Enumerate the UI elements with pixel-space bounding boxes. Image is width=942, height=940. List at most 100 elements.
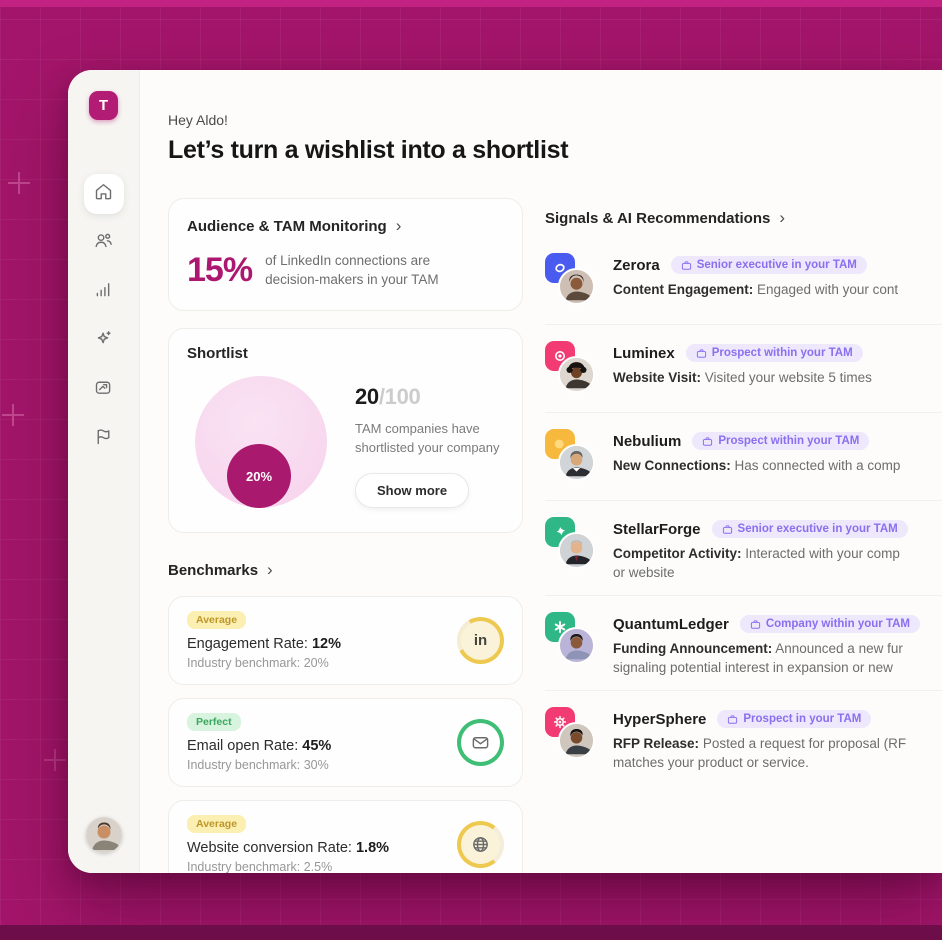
contact-avatar: [558, 356, 595, 393]
briefcase-icon: [722, 524, 732, 534]
signal-description: Competitor Activity: Interacted with you…: [613, 546, 900, 561]
briefcase-icon: [750, 619, 760, 629]
contact-avatar: [558, 722, 595, 759]
signal-description-line2: or website: [613, 565, 675, 580]
sidebar-item-analytics[interactable]: [84, 272, 124, 312]
user-avatar[interactable]: [85, 817, 122, 853]
envelope-icon: [457, 718, 504, 766]
sidebar-item-audience[interactable]: [84, 223, 124, 263]
main-content: Hey Aldo! Let’s turn a wishlist into a s…: [140, 70, 942, 873]
left-column: Audience & TAM Monitoring › 15% of Linke…: [168, 198, 523, 873]
chevron-right-icon: ›: [395, 216, 402, 235]
tam-stat-description: of LinkedIn connections are decision-mak…: [265, 253, 439, 287]
benchmark-card-email[interactable]: Perfect Email open Rate: 45% Industry be…: [168, 698, 523, 787]
status-badge: Average: [187, 611, 247, 629]
background-top-strip: [0, 0, 942, 7]
status-badge: Perfect: [187, 713, 241, 731]
status-badge: Average: [187, 815, 247, 833]
benchmark-card-engagement[interactable]: Average Engagement Rate: 12% Industry be…: [168, 596, 523, 685]
shortlist-card: Shortlist 20% 20/100 TAM companies have …: [168, 328, 523, 533]
signal-row-quantumledger[interactable]: QuantumLedger Company within your TAM Fu…: [545, 596, 942, 691]
home-icon: [93, 181, 114, 207]
benchmarks-title: Benchmarks: [168, 562, 259, 579]
dashboard-window: T: [68, 70, 942, 873]
sidebar-nav: [83, 174, 124, 459]
signal-tag: Senior executive in your TAM: [711, 520, 908, 538]
sidebar-item-flags[interactable]: [84, 419, 124, 459]
globe-icon: [457, 820, 504, 868]
flag-icon: [93, 426, 114, 452]
shortlist-title: Shortlist: [187, 345, 248, 362]
signal-description: Funding Announcement: Announced a new fu…: [613, 641, 903, 656]
signals-column: Signals & AI Recommendations ›: [545, 198, 942, 873]
app-logo: T: [89, 91, 118, 120]
users-icon: [93, 230, 114, 256]
briefcase-icon: [728, 714, 738, 724]
signal-description-line2: matches your product or service.: [613, 755, 809, 770]
company-name: Luminex: [613, 344, 675, 362]
signal-row-zerora[interactable]: Zerora Senior executive in your TAM Cont…: [545, 237, 942, 325]
image-icon: [93, 377, 114, 403]
benchmarks-header[interactable]: Benchmarks ›: [168, 561, 523, 580]
signals-header[interactable]: Signals & AI Recommendations ›: [545, 198, 942, 228]
signal-description-line2: signaling potential interest in expansio…: [613, 660, 893, 675]
page-title: Let’s turn a wishlist into a shortlist: [168, 136, 569, 164]
grid-plus-mark: [8, 172, 30, 194]
show-more-button[interactable]: Show more: [355, 472, 470, 508]
audience-tam-title: Audience & TAM Monitoring: [187, 218, 387, 235]
sidebar: T: [68, 70, 140, 873]
grid-plus-mark: [44, 749, 66, 771]
contact-avatar: [558, 627, 595, 664]
signals-list: Zerora Senior executive in your TAM Cont…: [545, 237, 942, 785]
background-bottom-bar: [0, 925, 942, 940]
briefcase-icon: [703, 436, 713, 446]
signal-description: Content Engagement: Engaged with your co…: [613, 282, 899, 297]
signal-row-luminex[interactable]: Luminex Prospect within your TAM Website…: [545, 325, 942, 413]
linkedin-icon: in: [457, 616, 504, 664]
greeting: Hey Aldo!: [168, 112, 228, 128]
benchmark-industry: Industry benchmark: 2.5%: [187, 860, 333, 873]
signal-tag: Prospect within your TAM: [685, 344, 863, 362]
signal-row-stellarforge[interactable]: StellarForge Senior executive in your TA…: [545, 501, 942, 596]
audience-tam-card-header[interactable]: Audience & TAM Monitoring ›: [187, 217, 504, 236]
contact-avatar: [558, 268, 595, 305]
company-name: Zerora: [613, 256, 660, 274]
benchmark-label: Website conversion Rate: 1.8%: [187, 840, 390, 856]
briefcase-icon: [681, 260, 691, 270]
company-name: Nebulium: [613, 432, 682, 450]
briefcase-icon: [696, 348, 706, 358]
benchmark-label: Email open Rate: 45%: [187, 738, 332, 754]
signal-tag: Prospect within your TAM: [692, 432, 870, 450]
company-name: StellarForge: [613, 520, 701, 538]
audience-tam-card: Audience & TAM Monitoring › 15% of Linke…: [168, 198, 523, 311]
signal-tag: Senior executive in your TAM: [670, 256, 867, 274]
signal-description: RFP Release: Posted a request for propos…: [613, 736, 907, 751]
sidebar-item-media[interactable]: [84, 370, 124, 410]
chevron-right-icon: ›: [779, 208, 785, 227]
sparkles-icon: [93, 328, 114, 354]
benchmark-industry: Industry benchmark: 30%: [187, 758, 329, 772]
signal-tag: Company within your TAM: [739, 615, 921, 633]
company-name: QuantumLedger: [613, 615, 729, 633]
signal-description: Website Visit: Visited your website 5 ti…: [613, 370, 872, 385]
benchmark-industry: Industry benchmark: 20%: [187, 656, 329, 670]
signals-title: Signals & AI Recommendations: [545, 210, 771, 227]
signal-description: New Connections: Has connected with a co…: [613, 458, 901, 473]
grid-plus-mark: [2, 404, 24, 426]
shortlist-bubble-chart: 20%: [187, 366, 339, 514]
contact-avatar: [558, 444, 595, 481]
tam-stat-value: 15%: [187, 251, 253, 289]
chevron-right-icon: ›: [267, 560, 273, 579]
signal-row-nebulium[interactable]: Nebulium Prospect within your TAM New Co…: [545, 413, 942, 501]
benchmark-label: Engagement Rate: 12%: [187, 636, 341, 652]
contact-avatar: [558, 532, 595, 569]
bubble-percentage: 20%: [227, 444, 291, 508]
company-name: HyperSphere: [613, 710, 707, 728]
bar-chart-icon: [93, 279, 114, 305]
benchmark-card-conversion[interactable]: Average Website conversion Rate: 1.8% In…: [168, 800, 523, 873]
signal-tag: Prospect in your TAM: [717, 710, 872, 728]
sidebar-item-home[interactable]: [83, 174, 124, 214]
sidebar-item-ai[interactable]: [84, 321, 124, 361]
shortlist-description: TAM companies have shortlisted your comp…: [355, 421, 500, 455]
signal-row-hypersphere[interactable]: HyperSphere Prospect in your TAM RFP Rel…: [545, 691, 942, 785]
